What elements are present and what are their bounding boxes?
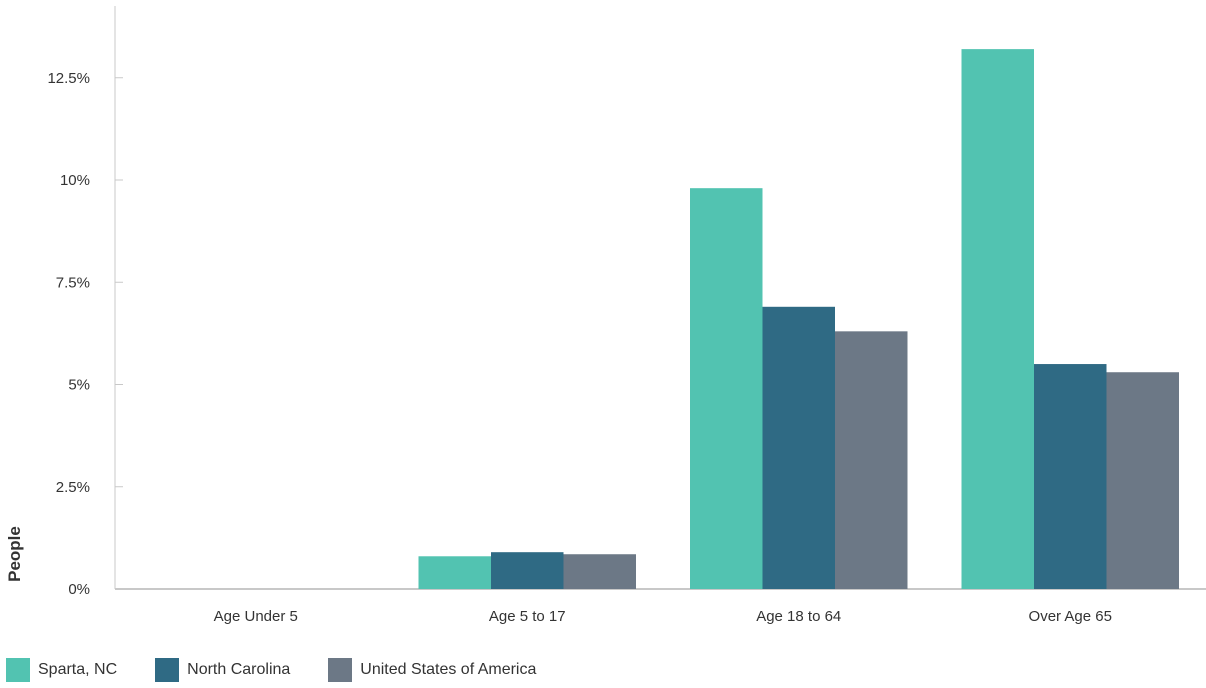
legend: Sparta, NC North Carolina United States of… — [6, 658, 574, 682]
y-tick-label: 7.5% — [56, 274, 90, 291]
legend-item-north-carolina[interactable]: North Carolina — [155, 658, 290, 682]
bar-united-states-of-america-1[interactable] — [563, 554, 637, 589]
y-tick-label: 10% — [60, 172, 90, 189]
legend-label: United States of America — [360, 661, 537, 678]
legend-swatch — [6, 658, 30, 682]
bar-sparta-nc-2[interactable] — [690, 188, 763, 589]
legend-label: North Carolina — [187, 661, 291, 678]
bar-north-carolina-2[interactable] — [762, 306, 836, 589]
legend-swatch — [328, 658, 353, 682]
x-axis: Age Under 5 Age 5 to 17 Age 18 to 64 Over A… — [214, 608, 1112, 625]
legend-item-sparta-nc[interactable]: Sparta, NC — [6, 658, 117, 682]
bar-north-carolina-3[interactable] — [1034, 364, 1107, 589]
x-tick-label: Over Age 65 — [1029, 608, 1112, 625]
bar-united-states-of-america-3[interactable] — [1106, 372, 1180, 589]
legend-label: Sparta, NC — [38, 661, 118, 678]
y-axis: 0% 2.5% 5% 7.5% 10% 12.5% — [47, 6, 1206, 598]
x-tick-label: Age 18 to 64 — [756, 608, 841, 625]
legend-item-united-states-of-america[interactable]: United States of America — [328, 658, 536, 682]
bar-sparta-nc-1[interactable] — [418, 556, 492, 589]
legend-swatch — [155, 658, 180, 682]
y-tick-label: 5% — [68, 377, 90, 394]
bars-group — [418, 49, 1180, 590]
bar-north-carolina-1[interactable] — [491, 552, 564, 589]
y-tick-label: 12.5% — [47, 70, 90, 87]
bar-sparta-nc-3[interactable] — [961, 49, 1035, 590]
x-tick-label: Age Under 5 — [214, 608, 298, 625]
y-tick-label: 0% — [68, 581, 90, 598]
y-axis-title: People — [5, 526, 24, 582]
x-tick-label: Age 5 to 17 — [489, 608, 566, 625]
bar-united-states-of-america-2[interactable] — [835, 331, 908, 589]
y-tick-label: 2.5% — [56, 479, 90, 496]
